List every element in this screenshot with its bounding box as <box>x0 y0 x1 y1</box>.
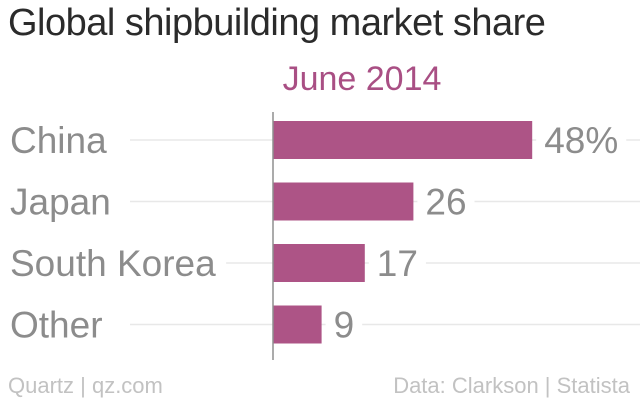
label-backdrop <box>8 243 227 284</box>
category-label: China <box>10 120 107 161</box>
label-backdrop <box>368 243 426 284</box>
bar <box>273 121 533 159</box>
value-label: 26 <box>425 182 466 223</box>
value-label: 17 <box>377 243 418 284</box>
category-label: Japan <box>10 182 111 223</box>
footer-source-right: Data: Clarkson | Statista <box>393 373 630 398</box>
chart-subtitle: June 2014 <box>283 60 442 98</box>
label-backdrop <box>325 304 363 346</box>
value-label: 48% <box>544 120 618 161</box>
label-backdrop <box>417 181 475 223</box>
label-backdrop <box>536 120 627 161</box>
bar <box>273 244 365 282</box>
bar <box>273 182 414 221</box>
footer-source-left: Quartz | qz.com <box>8 373 163 398</box>
value-label: 9 <box>334 305 355 346</box>
gridlines <box>130 139 640 326</box>
bars <box>273 121 533 344</box>
bar <box>273 305 322 344</box>
chart-title: Global shipbuilding market share <box>8 2 546 44</box>
labels: China 48% Japan 26 South Korea 17 Other 9 <box>8 120 627 346</box>
category-label: South Korea <box>10 243 216 284</box>
label-backdrop <box>8 120 118 161</box>
category-label: Other <box>10 305 103 346</box>
label-backdrop <box>8 304 113 346</box>
label-backdrop <box>8 181 121 223</box>
